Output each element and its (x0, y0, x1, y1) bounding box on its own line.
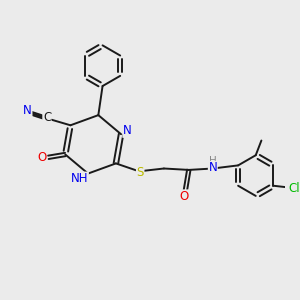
Text: NH: NH (71, 172, 88, 185)
Text: N: N (23, 104, 32, 117)
Text: S: S (136, 166, 144, 179)
Text: Cl: Cl (288, 182, 299, 195)
Text: O: O (37, 151, 46, 164)
Text: N: N (208, 161, 217, 174)
Text: O: O (179, 190, 189, 203)
Text: N: N (123, 124, 132, 137)
Text: C: C (43, 111, 51, 124)
Text: H: H (209, 156, 217, 167)
